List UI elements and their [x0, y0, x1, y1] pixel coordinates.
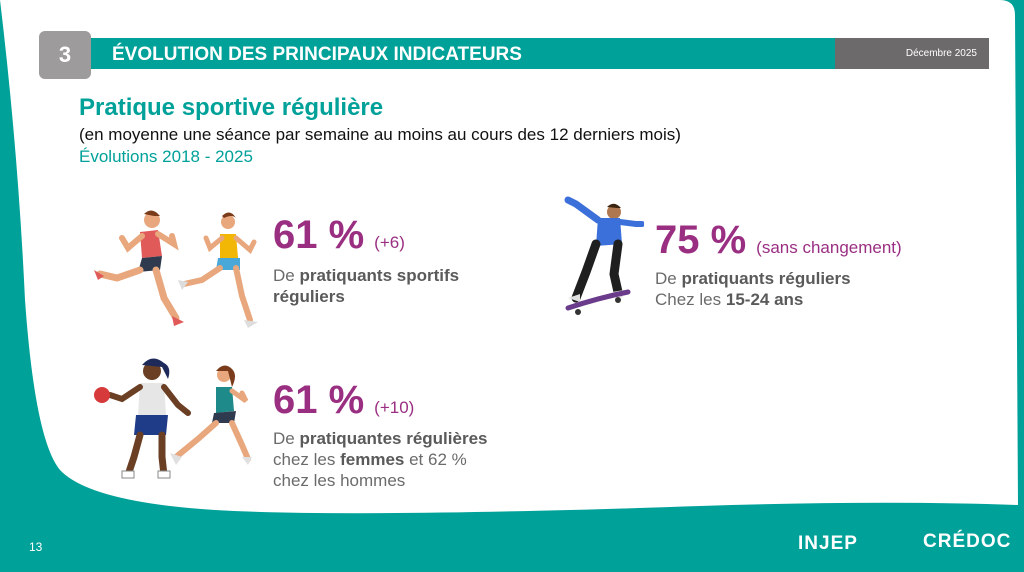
stat-2-line2-bold: 15-24 ans [725, 290, 804, 309]
stat-3-change: (+10) [374, 398, 415, 417]
stat-2-change: (sans changement) [756, 238, 902, 257]
header-title-bar: ÉVOLUTION DES PRINCIPAUX INDICATEURS [91, 38, 835, 69]
stat-3-line3: chez les hommes [273, 471, 406, 490]
stat-1-line2-bold: réguliers [273, 287, 345, 306]
section-number-box: 3 [39, 31, 91, 79]
stat-2-line1-pre: De [655, 269, 682, 288]
period-label: Évolutions 2018 - 2025 [79, 147, 253, 166]
page-subtitle: (en moyenne une séance par semaine au mo… [79, 125, 681, 144]
stat-3-line1-bold: pratiquantes régulières [299, 429, 488, 448]
stat-1-line1-pre: De [273, 266, 300, 285]
female-athletes-illustration [94, 358, 252, 479]
stat-1-percent: 61 % [273, 213, 365, 257]
stat-3-line1-pre: De [273, 429, 300, 448]
stat-1-change: (+6) [374, 233, 405, 252]
credoc-logo: CRÉDOC [923, 531, 1012, 552]
stat-2-percent: 75 % [655, 218, 747, 262]
header-date: Décembre 2025 [905, 48, 977, 59]
runners-illustration [94, 210, 258, 328]
stat-2-value: 75 % (sans changement) [655, 218, 902, 263]
page-number: 13 [29, 540, 43, 554]
stat-2-line2-pre: Chez les [655, 290, 726, 309]
stat-3-line2-bold: femmes [340, 450, 405, 469]
stat-1-description: De pratiquants sportifs réguliers [273, 265, 459, 307]
header-title: ÉVOLUTION DES PRINCIPAUX INDICATEURS [112, 44, 522, 65]
skateboarder-illustration [564, 196, 644, 315]
stat-3-line2-pre: chez les [273, 450, 341, 469]
section-number: 3 [58, 42, 72, 67]
page-title: Pratique sportive régulière [79, 94, 384, 121]
stat-3-percent: 61 % [273, 378, 365, 422]
stat-3-value: 61 % (+10) [273, 378, 414, 423]
stat-2-description: De pratiquants réguliers Chez les 15-24 … [655, 268, 851, 310]
injep-logo: INJEP [798, 533, 858, 554]
stat-3-line2-post: et 62 % [404, 450, 467, 469]
date-bar: Décembre 2025 [835, 38, 989, 69]
stat-2-line1-bold: pratiquants réguliers [681, 269, 851, 288]
stat-3-description: De pratiquantes régulières chez les femm… [273, 428, 487, 491]
stat-1-line1-bold: pratiquants sportifs [299, 266, 460, 285]
stat-1-value: 61 % (+6) [273, 213, 405, 258]
